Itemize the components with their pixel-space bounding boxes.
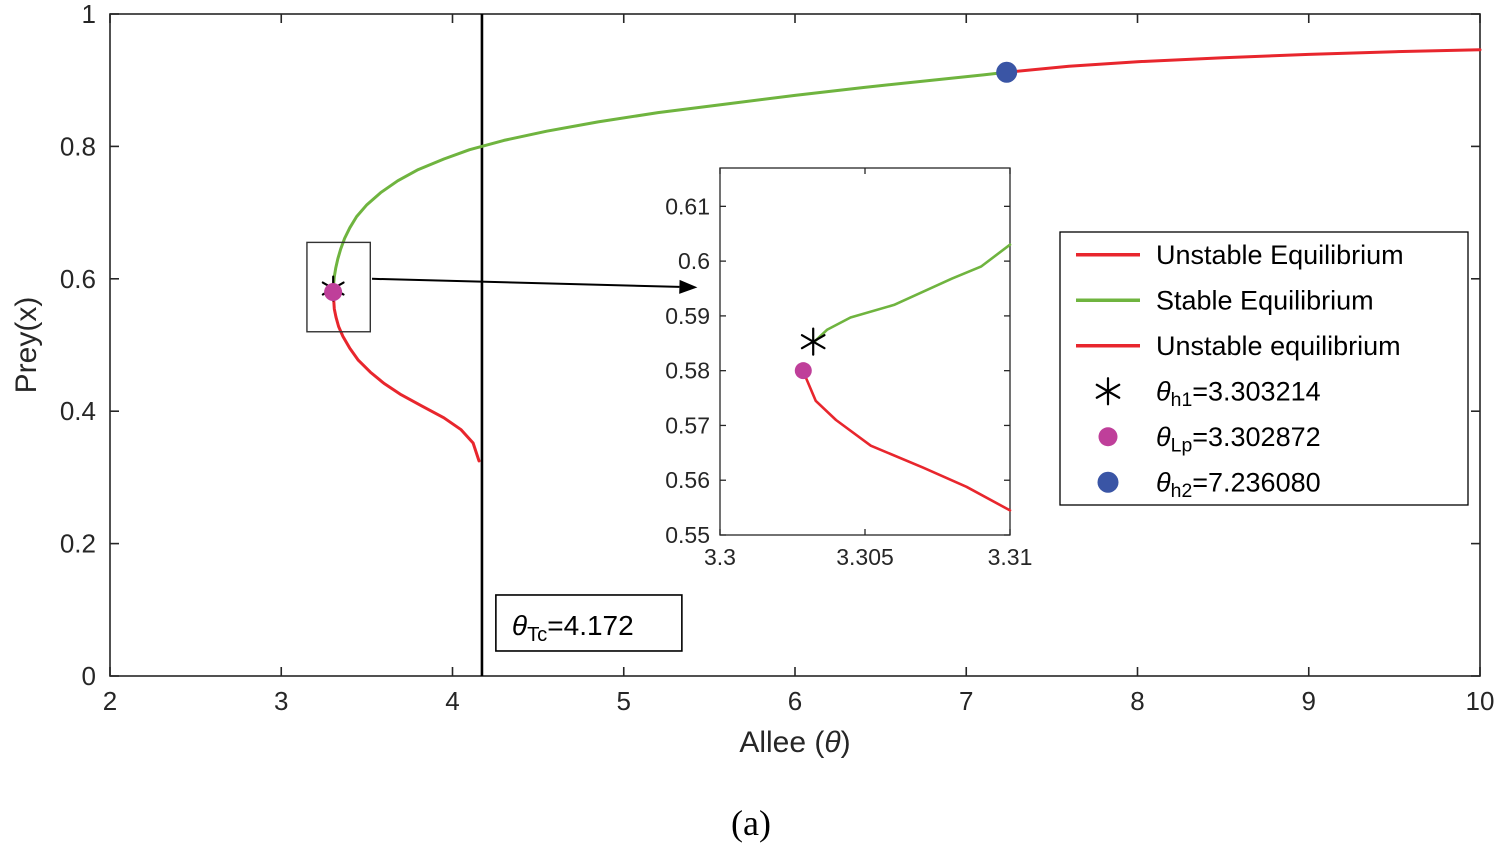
legend-entry: θLp=3.302872 (1098, 422, 1321, 457)
legend-entry-label: Unstable equilibrium (1156, 331, 1401, 361)
x-axis-tick-label: 8 (1130, 686, 1144, 716)
zoom-arrow (371, 277, 698, 294)
y-axis-tick-label: 0 (82, 661, 96, 691)
legend-entry: θh1=3.303214 (1095, 376, 1321, 411)
unstable-branch-upper (1005, 48, 1482, 74)
x-axis-label: Allee (θ) (739, 726, 850, 759)
inset-plot-area (719, 167, 1011, 536)
legend-entry: Unstable Equilibrium (1076, 240, 1404, 270)
theta-tc-label: θTc=4.172 (495, 594, 683, 652)
inset-unstable-curve (802, 372, 1012, 512)
x-axis-tick-label: 4 (445, 686, 459, 716)
legend-entry-label: Stable Equilibrium (1156, 285, 1374, 315)
inset-y-tick-label: 0.61 (665, 193, 710, 219)
inset-x-tick-label: 3.305 (836, 544, 894, 570)
legend-entry-label: θLp=3.302872 (1156, 422, 1321, 457)
legend: Unstable Equilibrium Stable Equilibrium Un… (1059, 231, 1469, 506)
theta-h2-marker (996, 61, 1018, 83)
inset-y-tick-label: 0.57 (665, 412, 710, 438)
y-axis-label: Prey(x) (10, 297, 43, 394)
legend-asterisk-icon (1095, 377, 1121, 406)
legend-dot-icon (1098, 427, 1118, 447)
legend-entry-label: Unstable Equilibrium (1156, 240, 1404, 270)
inset-x-tick-label: 3.31 (988, 544, 1033, 570)
x-axis-tick-label: 10 (1466, 686, 1495, 716)
inset-stable-curve (814, 243, 1012, 342)
y-axis-tick-label: 1 (82, 0, 96, 29)
x-axis-tick-label: 5 (617, 686, 631, 716)
legend-entry-label: θh1=3.303214 (1156, 376, 1321, 411)
inset-y-tick-label: 0.55 (665, 522, 710, 548)
inset-plot: 3.3 3.305 3.31 0.55 0.56 0.57 0.58 0.59 0.6 0.61 (665, 167, 1033, 570)
legend-box (1059, 231, 1469, 506)
legend-entry: Stable Equilibrium (1076, 285, 1374, 315)
legend-dot-icon (1097, 471, 1119, 493)
inset-y-tick-label: 0.56 (665, 467, 710, 493)
y-axis-tick-label: 0.8 (60, 131, 96, 161)
legend-entry: θh2=7.236080 (1097, 467, 1321, 502)
caption: (a) (731, 803, 771, 843)
legend-entry: Unstable equilibrium (1076, 331, 1401, 361)
zoom-rect (306, 241, 371, 333)
inset-x-tick-label: 3.3 (704, 544, 736, 570)
inset-theta-h1-marker (800, 327, 826, 356)
inset-y-tick-label: 0.59 (665, 303, 710, 329)
y-axis-tick-label: 0.2 (60, 529, 96, 559)
x-axis-tick-label: 7 (959, 686, 973, 716)
inset-theta-Lp-marker (794, 362, 812, 380)
x-axis-tick-label: 6 (788, 686, 802, 716)
x-axis-tick-label: 2 (103, 686, 117, 716)
axis-ticks: 2 3 4 5 6 7 8 9 10 0 0.2 0.4 0.6 0.8 1 (60, 0, 1495, 716)
legend-entry-label: θh2=7.236080 (1156, 467, 1321, 502)
unstable-branch-lower (331, 287, 481, 463)
stable-branch-curve (331, 70, 1009, 291)
x-axis-tick-label: 9 (1302, 686, 1316, 716)
inset-y-tick-label: 0.6 (678, 248, 710, 274)
x-axis-tick-label: 3 (274, 686, 288, 716)
theta-Lp-marker (324, 283, 343, 302)
inset-y-tick-label: 0.58 (665, 358, 710, 384)
theta-tc-label-text: θTc=4.172 (512, 610, 634, 646)
y-axis-tick-label: 0.4 (60, 396, 96, 426)
y-axis-tick-label: 0.6 (60, 264, 96, 294)
